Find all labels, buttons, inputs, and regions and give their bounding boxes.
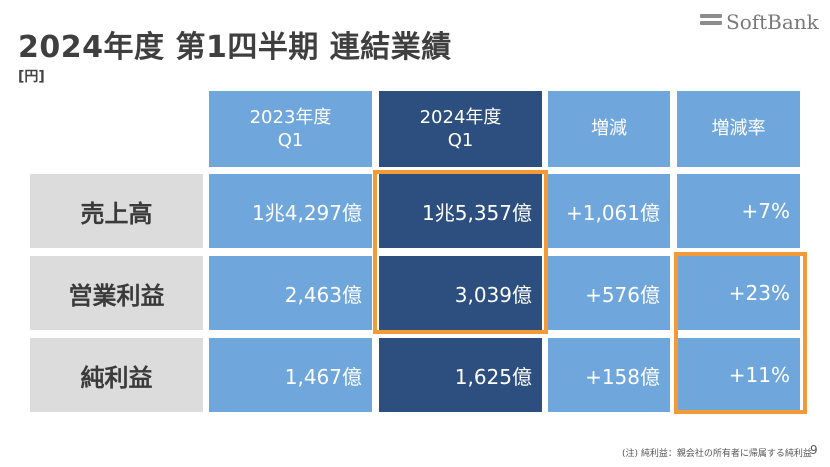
footnote: (注) 純利益：親会社の所有者に帰属する純利益	[622, 449, 812, 459]
softbank-logo: SoftBank	[700, 10, 820, 34]
value-cell: 2,463億	[209, 256, 372, 330]
column-header-2023-q1: 2023年度 Q1	[209, 91, 372, 167]
value-cell: +7%	[677, 174, 800, 248]
row-label-operating-income: 営業利益	[30, 256, 203, 330]
column-header-change: 増減	[548, 91, 670, 167]
value-cell: 1,625億	[379, 338, 542, 412]
column-header-line1: 2023年度	[249, 106, 332, 128]
value-cell: +23%	[677, 256, 800, 330]
logo-text: SoftBank	[726, 10, 819, 34]
value-cell: 1兆4,297億	[209, 174, 372, 248]
column-header-2024-q1: 2024年度 Q1	[379, 91, 542, 167]
page-title: 2024年度 第1四半期 連結業績	[18, 30, 452, 65]
page-number: 9	[810, 443, 818, 457]
column-header-line2: Q1	[447, 130, 474, 151]
value-cell: 1,467億	[209, 338, 372, 412]
row-label-revenue: 売上高	[30, 174, 203, 248]
column-header-line1: 増減率	[711, 118, 766, 140]
column-header-change-rate: 増減率	[677, 91, 800, 167]
column-header-line2: Q1	[277, 130, 304, 151]
logo-bars-icon	[700, 14, 722, 30]
value-cell: +1,061億	[548, 174, 670, 248]
value-cell: 1兆5,357億	[379, 174, 542, 248]
column-header-line1: 増減	[591, 118, 627, 140]
value-cell: +576億	[548, 256, 670, 330]
row-label-net-income: 純利益	[30, 338, 203, 412]
column-header-line1: 2024年度	[419, 106, 502, 128]
value-cell: +11%	[677, 338, 800, 412]
value-cell: +158億	[548, 338, 670, 412]
value-cell: 3,039億	[379, 256, 542, 330]
unit-label: [円]	[18, 69, 45, 85]
